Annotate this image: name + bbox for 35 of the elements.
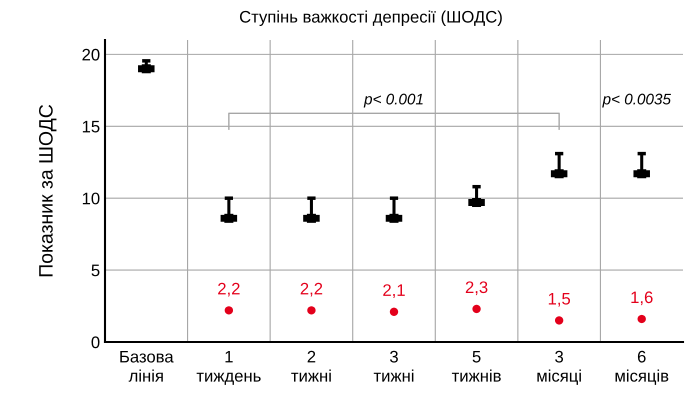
point xyxy=(637,169,646,178)
data-label: 2,2 xyxy=(300,282,322,297)
data-label: 1,5 xyxy=(548,293,570,307)
y-tick-label: 0 xyxy=(92,336,100,348)
annotation: p< 0.0035 xyxy=(602,94,671,108)
y-axis-title: Показник за ШОДС xyxy=(38,104,56,276)
point xyxy=(307,306,316,315)
chart-title: Ступінь важкості депресії (ШОДС) xyxy=(240,10,502,26)
point xyxy=(554,316,564,325)
y-tick-label: 15 xyxy=(82,120,100,132)
point xyxy=(389,214,399,223)
data-label: 2,1 xyxy=(383,284,405,298)
point xyxy=(554,169,564,178)
point xyxy=(142,64,151,74)
x-tick-label: Базова лінія xyxy=(120,350,174,382)
x-tick-label: 3 місяці xyxy=(537,350,581,385)
x-tick-label: 6 місяців xyxy=(616,350,668,385)
point xyxy=(306,214,316,223)
x-tick-label: 3 тижні xyxy=(374,350,414,382)
y-tick-label: 20 xyxy=(82,48,100,61)
data-label: 2,2 xyxy=(218,282,240,297)
point xyxy=(390,308,398,316)
x-tick-label: 1 тиждень xyxy=(196,350,261,385)
point xyxy=(472,304,481,314)
data-label: 1,6 xyxy=(631,291,653,306)
data-label: 2,3 xyxy=(466,281,488,296)
y-tick-label: 5 xyxy=(92,264,100,276)
y-tick-label: 10 xyxy=(82,192,100,204)
point xyxy=(638,314,646,324)
point xyxy=(224,306,234,315)
point xyxy=(224,214,234,223)
x-tick-label: 2 тижні xyxy=(291,350,331,382)
point xyxy=(472,198,482,208)
x-tick-label: 5 тижнів xyxy=(452,350,501,382)
annotation: p< 0.001 xyxy=(364,94,423,108)
